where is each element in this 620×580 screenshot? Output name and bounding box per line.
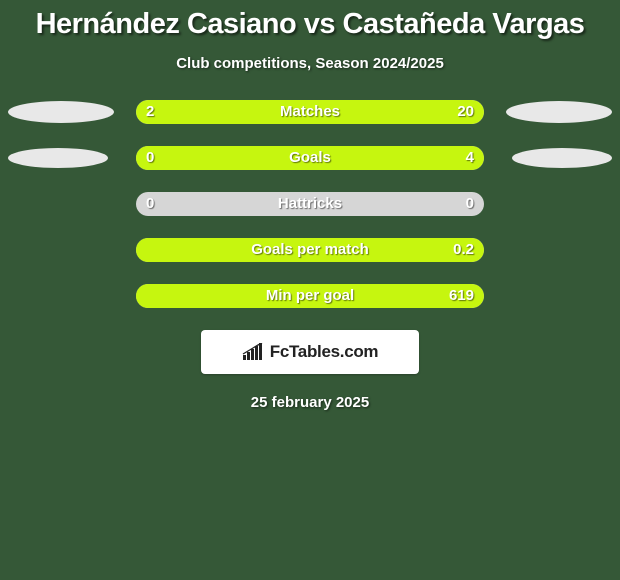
stat-label: Hattricks <box>136 192 484 216</box>
logo-box: FcTables.com <box>201 330 419 374</box>
stats-container: 220Matches 04Goals 00Hattricks 0.2Goals per… <box>0 100 620 308</box>
left-disc <box>8 148 108 168</box>
page-title: Hernández Casiano vs Castañeda Vargas <box>0 0 620 41</box>
left-disc <box>8 101 114 123</box>
stat-label: Matches <box>136 100 484 124</box>
bar-chart-icon <box>242 343 264 361</box>
stat-bar: 619Min per goal <box>136 284 484 308</box>
stat-bar: 0.2Goals per match <box>136 238 484 262</box>
stat-row: 00Hattricks <box>0 192 620 216</box>
right-disc <box>512 148 612 168</box>
stat-bar: 04Goals <box>136 146 484 170</box>
stat-row: 220Matches <box>0 100 620 124</box>
stat-bar: 00Hattricks <box>136 192 484 216</box>
stat-row: 0.2Goals per match <box>0 238 620 262</box>
stat-label: Min per goal <box>136 284 484 308</box>
stat-row: 04Goals <box>0 146 620 170</box>
date-label: 25 february 2025 <box>0 394 620 411</box>
right-disc <box>506 101 612 123</box>
stat-label: Goals <box>136 146 484 170</box>
stat-row: 619Min per goal <box>0 284 620 308</box>
logo-text: FcTables.com <box>270 342 379 362</box>
stat-label: Goals per match <box>136 238 484 262</box>
stat-bar: 220Matches <box>136 100 484 124</box>
subtitle: Club competitions, Season 2024/2025 <box>0 55 620 72</box>
